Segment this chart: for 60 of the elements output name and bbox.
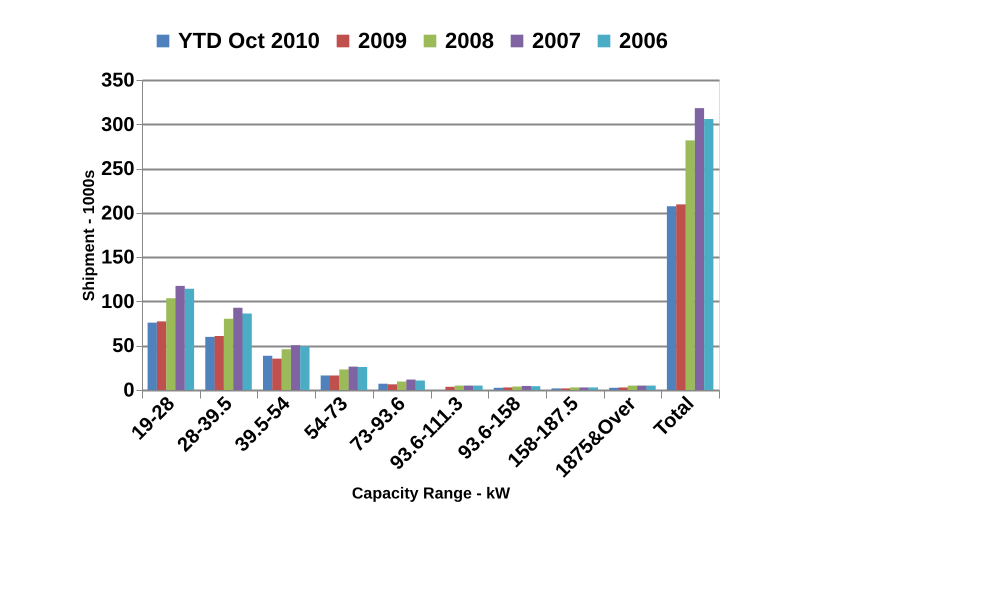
bar bbox=[512, 386, 522, 390]
y-tick-label: 150 bbox=[101, 246, 134, 269]
bar bbox=[300, 346, 310, 390]
bar bbox=[378, 384, 388, 390]
y-tick-label: 0 bbox=[123, 380, 134, 402]
bar bbox=[522, 386, 532, 390]
bar bbox=[473, 386, 483, 390]
bar bbox=[618, 387, 628, 390]
bar bbox=[445, 386, 455, 390]
legend-label: 2007 bbox=[532, 28, 581, 53]
bar bbox=[214, 336, 224, 390]
bar bbox=[396, 381, 406, 390]
bar bbox=[454, 386, 464, 390]
bar bbox=[570, 387, 580, 390]
bar bbox=[148, 322, 157, 390]
bar bbox=[676, 204, 686, 390]
bar bbox=[242, 313, 252, 390]
bar bbox=[156, 321, 166, 390]
legend-label: 2008 bbox=[445, 28, 494, 53]
bar bbox=[358, 366, 368, 390]
bar bbox=[176, 286, 185, 390]
bar bbox=[330, 375, 340, 390]
legend-label: 2009 bbox=[358, 28, 407, 53]
y-tick-label: 350 bbox=[101, 70, 134, 92]
bar bbox=[685, 140, 695, 390]
bar bbox=[388, 384, 397, 390]
y-tick-label: 300 bbox=[101, 114, 134, 136]
y-tick-label: 50 bbox=[112, 335, 134, 358]
bar bbox=[646, 386, 656, 390]
bar bbox=[588, 387, 598, 390]
bar bbox=[704, 118, 714, 390]
bar bbox=[348, 366, 358, 390]
y-axis-title: Shipment - 1000s bbox=[81, 170, 98, 302]
bar bbox=[205, 336, 215, 390]
bar bbox=[628, 386, 638, 390]
y-tick-label: 250 bbox=[101, 158, 134, 180]
bar bbox=[694, 108, 704, 390]
bar bbox=[503, 387, 512, 390]
y-tick-label: 200 bbox=[101, 202, 134, 224]
bar bbox=[262, 356, 272, 390]
bar bbox=[416, 380, 425, 390]
bar bbox=[272, 358, 282, 390]
legend-label: 2006 bbox=[619, 28, 668, 53]
bar bbox=[406, 380, 416, 390]
bar bbox=[224, 318, 234, 390]
bar bbox=[320, 375, 330, 390]
bar bbox=[166, 298, 176, 390]
legend-label: YTD Oct 2010 bbox=[178, 28, 320, 53]
bar bbox=[339, 369, 349, 390]
bar bbox=[579, 387, 589, 390]
bar bbox=[637, 386, 646, 390]
bar bbox=[666, 206, 676, 390]
bar bbox=[464, 386, 474, 390]
bar bbox=[531, 386, 540, 390]
bar bbox=[184, 288, 194, 390]
y-tick-label: 100 bbox=[101, 290, 134, 313]
bar bbox=[290, 345, 300, 390]
bar bbox=[233, 308, 243, 390]
x-axis-title: Capacity Range - kW bbox=[352, 485, 512, 502]
bar bbox=[282, 349, 291, 390]
